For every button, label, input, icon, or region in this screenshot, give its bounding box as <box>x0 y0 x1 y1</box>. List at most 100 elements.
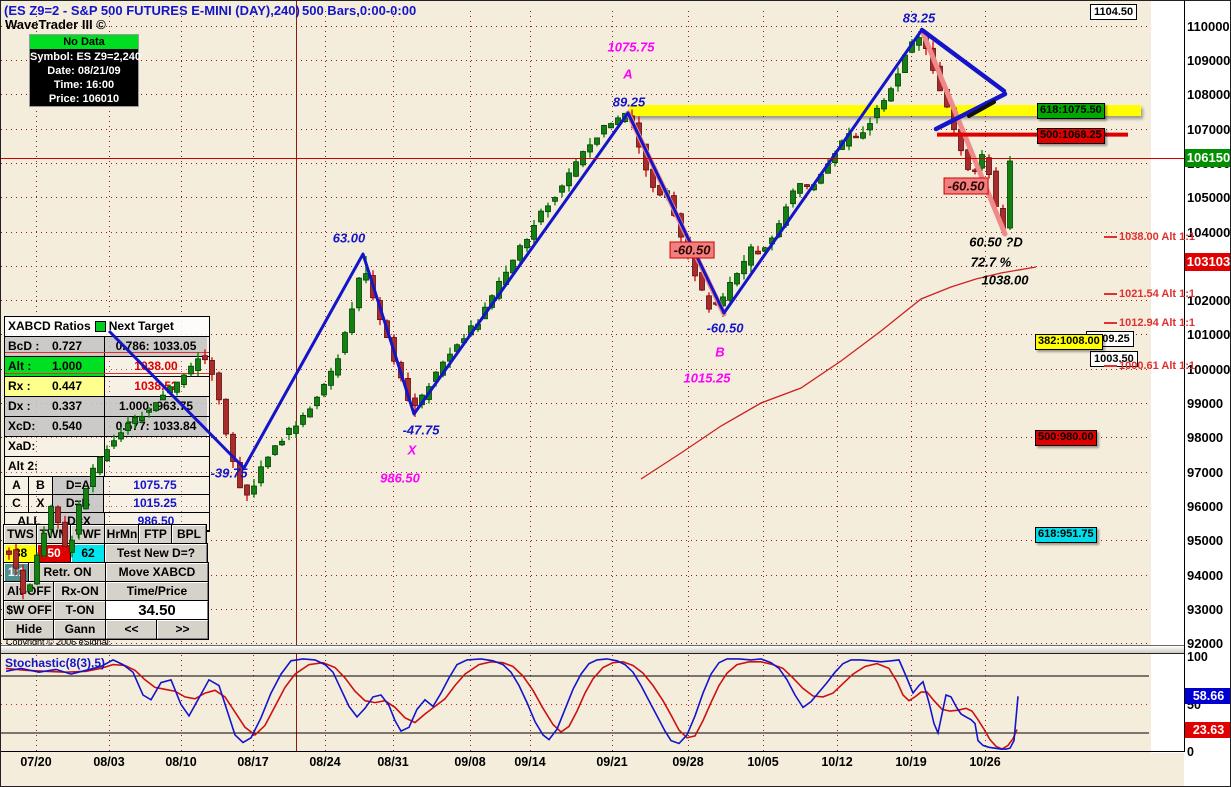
candle-body <box>811 184 817 191</box>
retracement-line <box>625 110 727 317</box>
candle-body <box>783 206 789 226</box>
button-ftp[interactable]: FTP <box>138 524 173 545</box>
candle-body <box>328 370 334 386</box>
candle-body <box>517 245 523 261</box>
candle-body <box>566 172 572 187</box>
x-axis-label: 10/12 <box>821 755 853 769</box>
candle-body <box>622 112 628 123</box>
fib-level-badge[interactable]: 500:1068.25 <box>1037 128 1105 144</box>
button-bpl[interactable]: BPL <box>171 524 207 545</box>
x-axis-label: 10/05 <box>747 755 779 769</box>
ratio-value: 0.337 <box>52 399 83 413</box>
date-gridline-stoch <box>181 655 182 751</box>
price-gridline <box>1 609 1149 610</box>
ratio-value: 0.727 <box>52 339 83 353</box>
price-tick: 110000 <box>1187 19 1230 34</box>
button-tws[interactable]: TWS <box>3 524 38 545</box>
d-equals-label: D=A <box>53 477 104 494</box>
candle-body <box>797 183 803 194</box>
button-test-new-d-[interactable]: Test New D=? <box>104 543 208 564</box>
fib-level-badge[interactable]: 382:1008.00 <box>1035 334 1103 350</box>
button-time-price[interactable]: Time/Price <box>105 581 209 602</box>
candle-body <box>230 433 236 462</box>
session-low-badge: 103103 <box>1185 253 1231 271</box>
alt-target-label: 1021.54 Alt 1:1 <box>1104 288 1195 300</box>
candle-body <box>370 275 376 299</box>
fib-level-badge[interactable]: 618:951.75 <box>1035 527 1097 543</box>
candle-body <box>993 170 999 207</box>
info-line: Date: 08/21/09 <box>47 65 121 77</box>
alt-target-text: 1000.61 Alt 1:1 <box>1119 360 1196 372</box>
candle-body <box>314 396 320 407</box>
button-38[interactable]: 38 <box>3 543 38 564</box>
button--w-off[interactable]: $W OFF <box>3 600 55 621</box>
panel-splitter[interactable] <box>1 645 1184 654</box>
candle-body <box>475 323 481 330</box>
fib-level-badge[interactable]: 618:1075.50 <box>1037 103 1105 119</box>
level-dash-icon <box>1104 322 1117 324</box>
candle-body <box>720 296 726 307</box>
right-gutter <box>1151 1 1184 753</box>
stoch-k-line <box>5 658 1019 750</box>
button-50[interactable]: 50 <box>36 543 72 564</box>
candle-body <box>552 197 558 202</box>
ratio-target-cell <box>105 457 207 476</box>
button-rx-on[interactable]: Rx-ON <box>53 581 107 602</box>
xabcd-point-label: 1075.75 <box>607 39 655 55</box>
price-tick: 99000 <box>1187 396 1224 411</box>
button-retr-on[interactable]: Retr. ON <box>28 562 107 583</box>
stoch-k-badge: 58.66 <box>1185 688 1230 704</box>
ratio-label-cell: Rx : 0.447 <box>5 377 105 396</box>
button-hrmn[interactable]: HrMn <box>104 524 140 545</box>
ratios-header: XABCD Ratios Next Target <box>5 317 209 337</box>
candle-body <box>958 128 964 152</box>
ratio-row: Dx : 0.337 1.000: 963.75 <box>5 397 209 417</box>
next-target-label: Next Target <box>108 319 174 333</box>
x-axis-label: 08/24 <box>309 755 341 769</box>
point-button[interactable]: C <box>5 495 29 512</box>
candle-body <box>1007 160 1013 229</box>
ratio-name: Rx : <box>8 379 31 393</box>
xabcd-point-label: B <box>715 344 725 360</box>
candle-body <box>818 173 824 184</box>
copyright-text: Copyright © 2006 eSignal. <box>6 637 112 647</box>
price-gridline <box>1 506 1149 507</box>
date-gridline-stoch <box>325 655 326 751</box>
button-alt-off[interactable]: Alt-OFF <box>3 581 55 602</box>
button-1-1[interactable]: 1:1 <box>3 562 30 583</box>
ratio-value: 1.000 <box>52 359 83 373</box>
xabcd-select-row: A B D=A 1075.75 <box>5 477 209 495</box>
candle-body <box>433 371 439 382</box>
price-tick: 93000 <box>1187 602 1224 617</box>
high-target-box: 1104.50 <box>1090 4 1138 20</box>
candle-body <box>853 135 859 139</box>
point-button[interactable]: X <box>29 495 53 512</box>
button-twf[interactable]: TWF <box>70 524 106 545</box>
date-gridline-stoch <box>109 655 110 751</box>
button--[interactable]: << <box>105 619 158 640</box>
button-62[interactable]: 62 <box>70 543 106 564</box>
price-gridline <box>1 540 1149 541</box>
button-gann[interactable]: Gann <box>53 619 107 640</box>
candle-body <box>895 73 901 87</box>
button-move-xabcd[interactable]: Move XABCD <box>105 562 209 583</box>
point-button[interactable]: B <box>29 477 53 494</box>
button-twm[interactable]: TWM <box>36 524 72 545</box>
button-34-50[interactable]: 34.50 <box>105 600 209 621</box>
button--[interactable]: >> <box>156 619 209 640</box>
stoch-d-badge: 23.63 <box>1185 722 1230 738</box>
point-button[interactable]: A <box>5 477 29 494</box>
candle-body <box>699 272 705 291</box>
date-gridline-stoch <box>985 655 986 751</box>
button-t-on[interactable]: T-ON <box>53 600 107 621</box>
candle-body <box>496 280 502 299</box>
ratio-label-cell: Alt : 1.000 <box>5 357 105 376</box>
next-target-swatch-icon <box>94 321 106 332</box>
date-gridline-stoch <box>911 655 912 751</box>
ratio-row: Alt 2: <box>5 457 209 477</box>
date-gridline <box>325 11 326 645</box>
button-hide[interactable]: Hide <box>3 619 55 640</box>
candle-body <box>706 295 712 310</box>
candle-body <box>545 205 551 213</box>
fib-level-badge[interactable]: 500:980.00 <box>1035 430 1097 446</box>
